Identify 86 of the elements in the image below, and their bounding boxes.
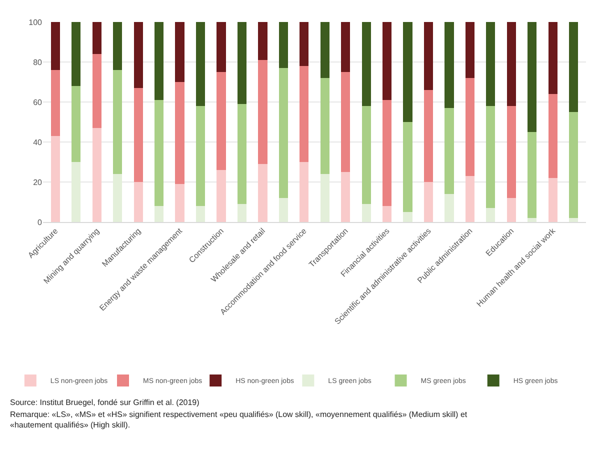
bar xyxy=(486,22,496,106)
bar xyxy=(444,22,454,108)
bar xyxy=(382,206,392,222)
bar xyxy=(113,174,122,222)
bar xyxy=(528,132,537,218)
y-tick-label: 60 xyxy=(33,98,43,107)
bar xyxy=(465,22,474,78)
bar xyxy=(50,22,60,70)
bar xyxy=(486,106,496,208)
bar xyxy=(403,122,412,212)
y-tick-label: 20 xyxy=(33,178,43,187)
bar xyxy=(403,22,412,122)
bar xyxy=(258,60,268,164)
bar xyxy=(320,22,330,78)
bar xyxy=(237,204,247,222)
bar xyxy=(154,22,164,100)
bar xyxy=(92,128,102,222)
y-tick-label: 100 xyxy=(28,18,43,27)
bar xyxy=(196,22,206,106)
y-tick-label: 0 xyxy=(38,218,43,227)
bar xyxy=(237,22,247,104)
bar xyxy=(320,78,330,174)
bar xyxy=(506,106,516,198)
bar xyxy=(175,82,184,184)
bar xyxy=(113,70,122,174)
bar xyxy=(424,182,434,222)
bar xyxy=(196,206,206,222)
bar xyxy=(486,208,496,222)
bar xyxy=(300,66,309,162)
bar xyxy=(50,70,60,136)
bar xyxy=(528,218,537,222)
bar xyxy=(382,22,392,100)
bar xyxy=(341,172,350,222)
bar xyxy=(237,104,247,204)
bar xyxy=(424,22,434,90)
bar xyxy=(403,212,412,222)
bar xyxy=(134,88,143,182)
bar xyxy=(258,22,268,60)
bar xyxy=(278,198,288,222)
bar xyxy=(134,22,143,88)
bar xyxy=(382,100,392,206)
bar xyxy=(72,22,81,86)
text: Remarque: «LS», «MS» et «HS» signifient respectivement «peu qualifiés» (Low skill), «moyennement qualifiés» (Medium skill) et «hautement qualifiés» (High skill). xyxy=(10,410,468,430)
bar xyxy=(341,22,350,72)
bar xyxy=(175,22,184,82)
bar xyxy=(548,178,558,222)
bar xyxy=(300,22,309,66)
y-tick-label: 40 xyxy=(33,138,43,147)
bar xyxy=(154,100,164,206)
bar xyxy=(465,176,474,222)
bar xyxy=(134,182,143,222)
bar xyxy=(72,162,81,222)
bar xyxy=(548,22,558,94)
bar xyxy=(278,68,288,198)
bar xyxy=(216,22,226,72)
bar xyxy=(92,54,102,128)
bar xyxy=(341,72,350,172)
bar xyxy=(569,218,578,222)
bar xyxy=(569,112,578,218)
source-note: Source: Institut Bruegel, fondé sur Griffin et al. (2019) xyxy=(10,398,200,407)
bar xyxy=(362,22,371,106)
bar xyxy=(362,204,371,222)
bar xyxy=(444,108,454,194)
bar xyxy=(465,78,474,176)
bar xyxy=(548,94,558,178)
bar xyxy=(216,72,226,170)
bar xyxy=(528,22,537,132)
bar xyxy=(444,194,454,222)
bar xyxy=(258,164,268,222)
bar xyxy=(320,174,330,222)
bar xyxy=(424,90,434,182)
bar xyxy=(113,22,122,70)
bar xyxy=(50,136,60,222)
bar xyxy=(175,184,184,222)
bar xyxy=(216,170,226,222)
bar xyxy=(72,86,81,162)
y-tick-label: 80 xyxy=(33,58,43,67)
bar xyxy=(154,206,164,222)
bar xyxy=(92,22,102,54)
bar xyxy=(506,198,516,222)
bar xyxy=(278,22,288,68)
bar xyxy=(362,106,371,204)
bar xyxy=(300,162,309,222)
bar xyxy=(196,106,206,206)
bar xyxy=(569,22,578,112)
bar xyxy=(506,22,516,106)
